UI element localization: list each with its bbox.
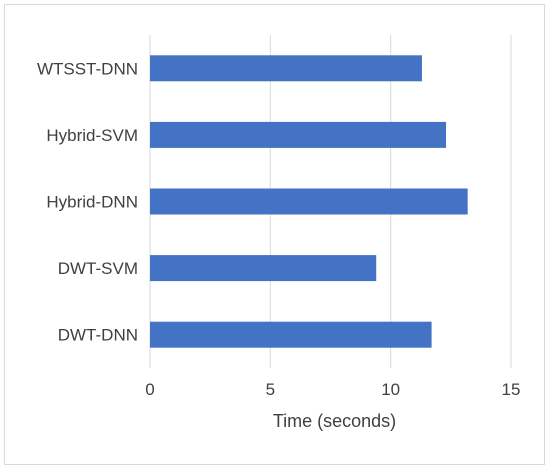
x-tick-label: 0 [145,380,154,399]
bar-dwt-dnn [150,321,432,348]
bar-hybrid-svm [150,121,447,148]
category-label: DWT-DNN [58,326,138,345]
bars [150,55,468,348]
category-label: Hybrid-SVM [46,126,138,145]
category-label: WTSST-DNN [37,59,138,78]
bar-hybrid-dnn [150,188,468,215]
x-tick-label: 15 [502,380,521,399]
category-label: Hybrid-DNN [46,193,138,212]
x-tick-labels: 0 5 10 15 [145,380,520,399]
bar-wtsst-dnn [150,55,422,82]
x-tick-label: 10 [381,380,400,399]
category-label: DWT-SVM [58,259,138,278]
category-labels: WTSST-DNN Hybrid-SVM Hybrid-DNN DWT-SVM DWT-… [37,59,138,344]
chart-frame: WTSST-DNN Hybrid-SVM Hybrid-DNN DWT-SVM DWT-… [4,4,545,465]
x-tick-label: 5 [266,380,275,399]
bar-dwt-svm [150,255,377,282]
bar-chart: WTSST-DNN Hybrid-SVM Hybrid-DNN DWT-SVM DWT-… [37,35,520,431]
x-axis-title: Time (seconds) [273,411,396,431]
